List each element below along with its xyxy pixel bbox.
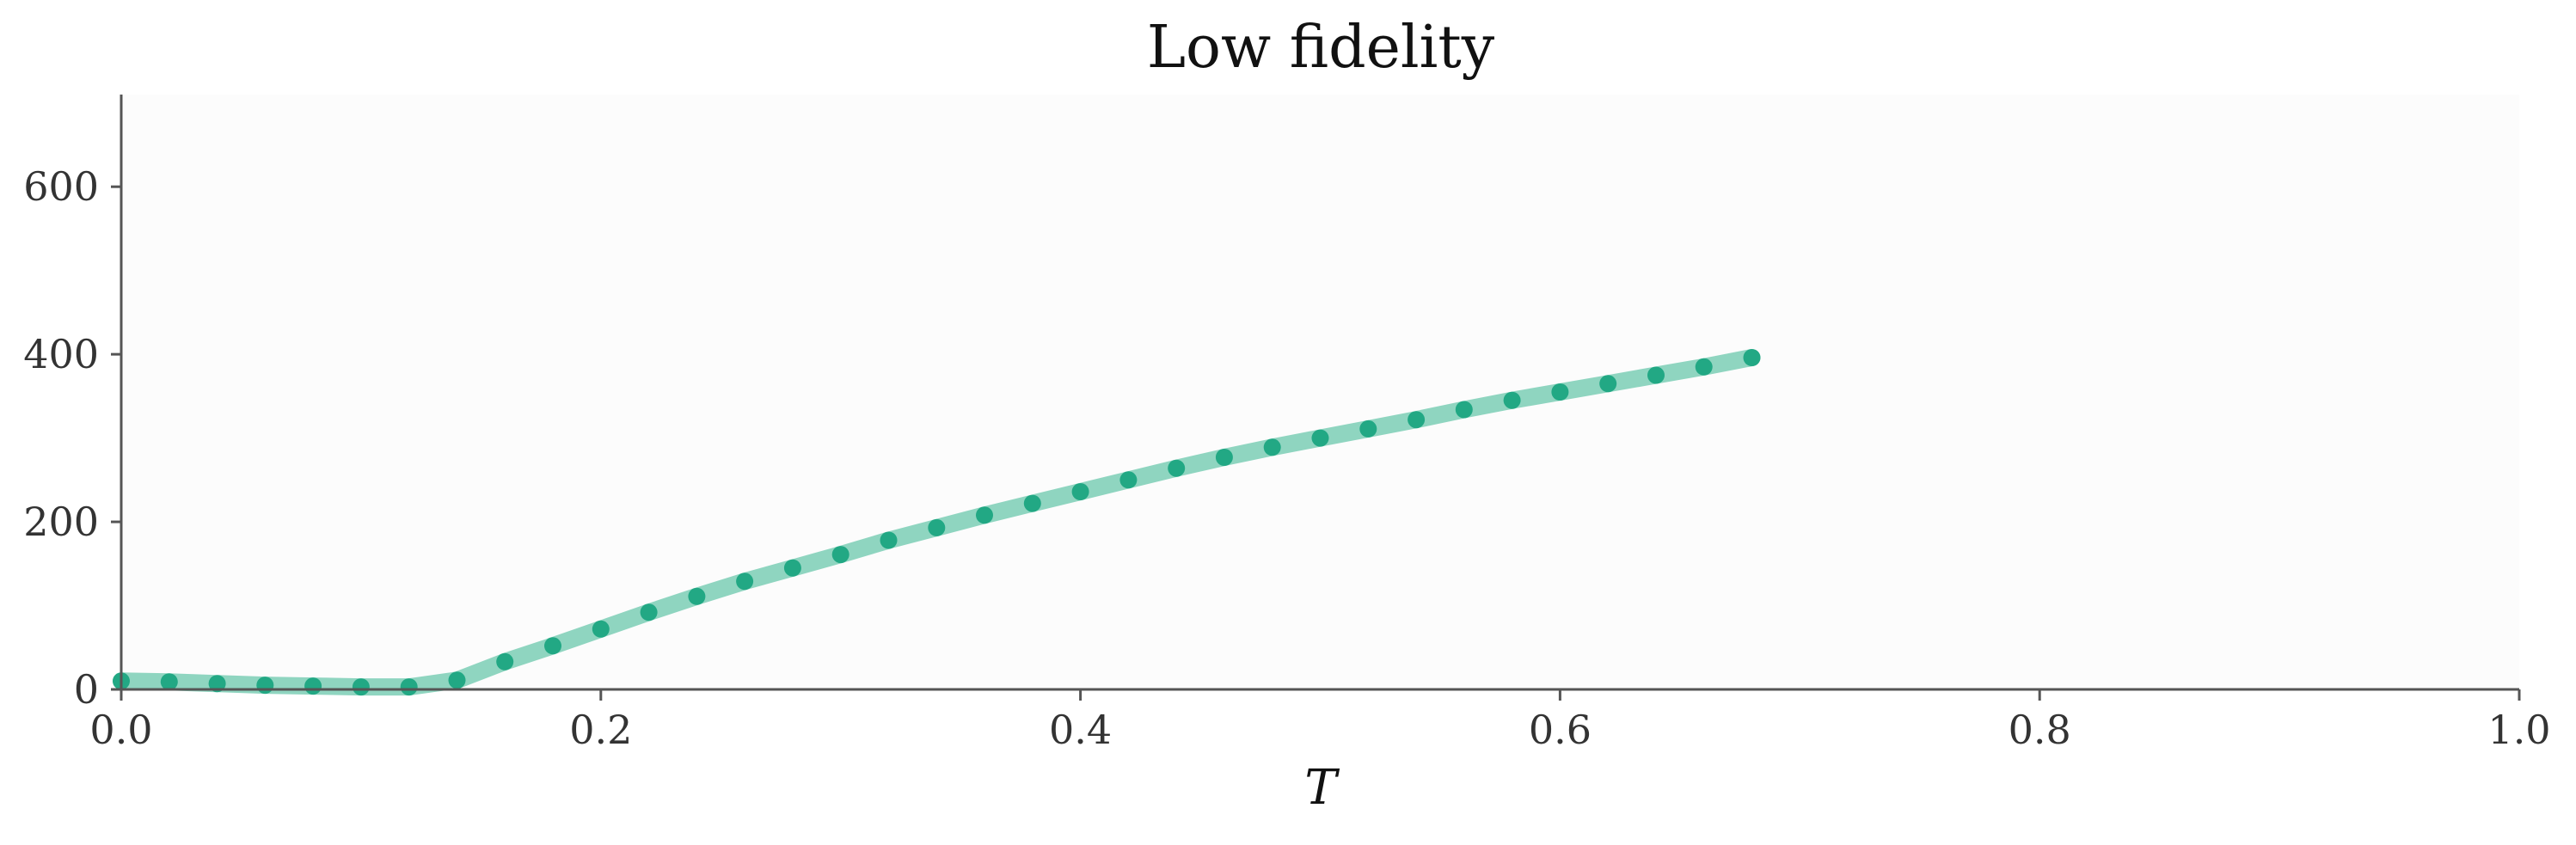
x-tick-label: 0.0	[89, 707, 152, 753]
data-point	[1503, 391, 1521, 409]
data-point	[1215, 449, 1233, 466]
data-point	[831, 546, 849, 564]
data-point	[592, 620, 610, 638]
data-point	[688, 587, 706, 605]
x-tick-label: 1.0	[2487, 707, 2550, 753]
y-tick-label: 0	[74, 666, 99, 713]
data-point	[160, 673, 178, 691]
x-ticks: 0.0 0.2 0.4 0.6 0.8 1.0	[89, 689, 2551, 753]
data-point	[1359, 419, 1377, 438]
data-point	[1263, 438, 1281, 456]
data-point	[256, 677, 274, 695]
x-tick-label: 0.4	[1049, 707, 1112, 753]
chart-title: Low fidelity	[1147, 14, 1495, 82]
x-tick-label: 0.8	[2009, 707, 2071, 753]
data-point	[448, 671, 466, 689]
data-point	[208, 675, 226, 693]
data-point	[783, 559, 801, 577]
data-point	[1599, 375, 1617, 393]
data-point	[1071, 483, 1089, 500]
data-point	[976, 506, 993, 524]
y-ticks: 0 200 400 600	[23, 163, 121, 713]
x-tick-label: 0.6	[1529, 707, 1592, 753]
plot-area	[121, 95, 2519, 689]
data-point	[496, 652, 514, 670]
x-axis-label: T	[1304, 760, 1340, 816]
data-point	[400, 678, 418, 696]
series-layer	[113, 349, 1761, 696]
y-tick-label: 200	[23, 499, 99, 545]
y-tick-label: 400	[23, 331, 99, 377]
data-point	[1311, 429, 1329, 447]
data-point	[352, 678, 370, 696]
data-point	[640, 603, 658, 622]
data-point	[1119, 471, 1138, 489]
data-point	[1695, 358, 1713, 376]
data-point	[928, 518, 946, 536]
data-point	[1023, 494, 1041, 512]
x-tick-label: 0.2	[569, 707, 632, 753]
data-point	[304, 677, 322, 695]
data-point	[1647, 366, 1665, 384]
data-point	[1551, 383, 1569, 401]
axes	[120, 95, 2519, 691]
data-point	[1408, 411, 1426, 429]
data-point	[1455, 401, 1473, 419]
data-point	[736, 573, 754, 591]
y-tick-label: 600	[23, 163, 99, 210]
data-point	[544, 637, 561, 655]
data-point	[1168, 459, 1186, 477]
data-point	[880, 531, 898, 549]
data-point	[1743, 349, 1761, 366]
